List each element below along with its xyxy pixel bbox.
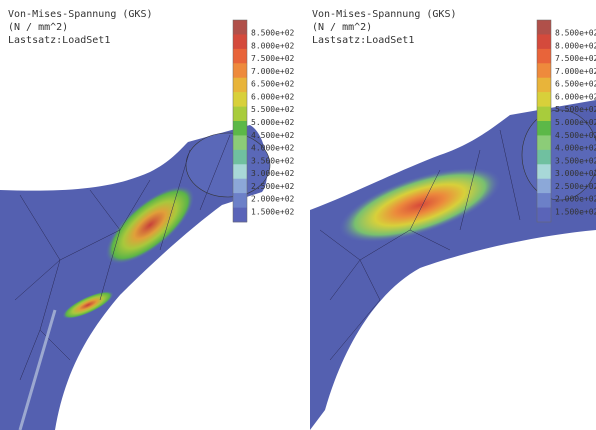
legend-label: 2.500e+02 [555, 182, 596, 191]
legend-band [537, 193, 551, 208]
legend-label: 5.000e+02 [251, 118, 295, 127]
legend-band [233, 164, 247, 180]
legend-band [537, 34, 551, 50]
result-title: Von-Mises-Spannung (GKS) [8, 9, 153, 20]
legend-label: 7.000e+02 [555, 67, 596, 76]
legend-band [537, 20, 551, 35]
legend-band [233, 193, 247, 208]
legend-band [537, 178, 551, 194]
legend-band [233, 63, 247, 79]
legend-label: 6.500e+02 [251, 80, 295, 89]
legend-label: 8.500e+02 [555, 29, 596, 38]
legend-label: 3.000e+02 [251, 169, 295, 178]
legend-label: 8.000e+02 [251, 41, 295, 50]
legend-band [537, 121, 551, 136]
legend-band [537, 207, 551, 223]
legend-label: 7.500e+02 [555, 54, 596, 63]
legend-band [537, 92, 551, 107]
legend-label: 1.500e+02 [251, 208, 295, 217]
legend-label: 5.000e+02 [555, 118, 596, 127]
result-unit: (N / mm^2) [312, 22, 372, 33]
legend-label: 6.500e+02 [555, 80, 596, 89]
legend-band [233, 149, 247, 165]
legend-band [537, 106, 551, 122]
legend-label: 8.500e+02 [251, 29, 295, 38]
legend-band [233, 77, 247, 93]
legend-band [233, 178, 247, 194]
legend-label: 4.000e+02 [555, 144, 596, 153]
legend-label: 7.000e+02 [251, 67, 295, 76]
result-title: Von-Mises-Spannung (GKS) [312, 9, 457, 20]
legend-band [537, 63, 551, 79]
legend-band [233, 20, 247, 35]
legend-band [537, 164, 551, 180]
legend-label: 8.000e+02 [555, 41, 596, 50]
load-set: Lastsatz:LoadSet1 [312, 35, 414, 46]
legend-label: 6.000e+02 [251, 92, 295, 101]
legend-band [233, 207, 247, 223]
legend-band [537, 77, 551, 93]
legend-band [233, 92, 247, 107]
legend-label: 7.500e+02 [251, 54, 295, 63]
legend-label: 3.500e+02 [251, 156, 295, 165]
result-unit: (N / mm^2) [8, 22, 68, 33]
right-model [310, 100, 596, 430]
legend-label: 3.500e+02 [555, 156, 596, 165]
legend-band [537, 149, 551, 165]
legend-band [233, 135, 247, 151]
legend-label: 4.500e+02 [251, 131, 295, 140]
load-set: Lastsatz:LoadSet1 [8, 35, 110, 46]
legend-label: 4.500e+02 [555, 131, 596, 140]
legend-label: 2.000e+02 [251, 195, 295, 204]
left-model [0, 125, 271, 430]
legend-label: 5.500e+02 [251, 105, 295, 114]
legend-frame [536, 19, 552, 223]
legend-label: 3.000e+02 [555, 169, 596, 178]
legend-label: 2.000e+02 [555, 195, 596, 204]
legend-band [537, 135, 551, 151]
legend-label: 4.000e+02 [251, 144, 295, 153]
legend-band [233, 106, 247, 122]
legend-label: 1.500e+02 [555, 208, 596, 217]
legend-label: 2.500e+02 [251, 182, 295, 191]
legend-band [537, 48, 551, 64]
legend-band [233, 121, 247, 136]
legend-band [233, 48, 247, 64]
legend-band [233, 34, 247, 50]
legend-label: 5.500e+02 [555, 105, 596, 114]
legend-label: 6.000e+02 [555, 92, 596, 101]
legend-frame [232, 19, 248, 223]
